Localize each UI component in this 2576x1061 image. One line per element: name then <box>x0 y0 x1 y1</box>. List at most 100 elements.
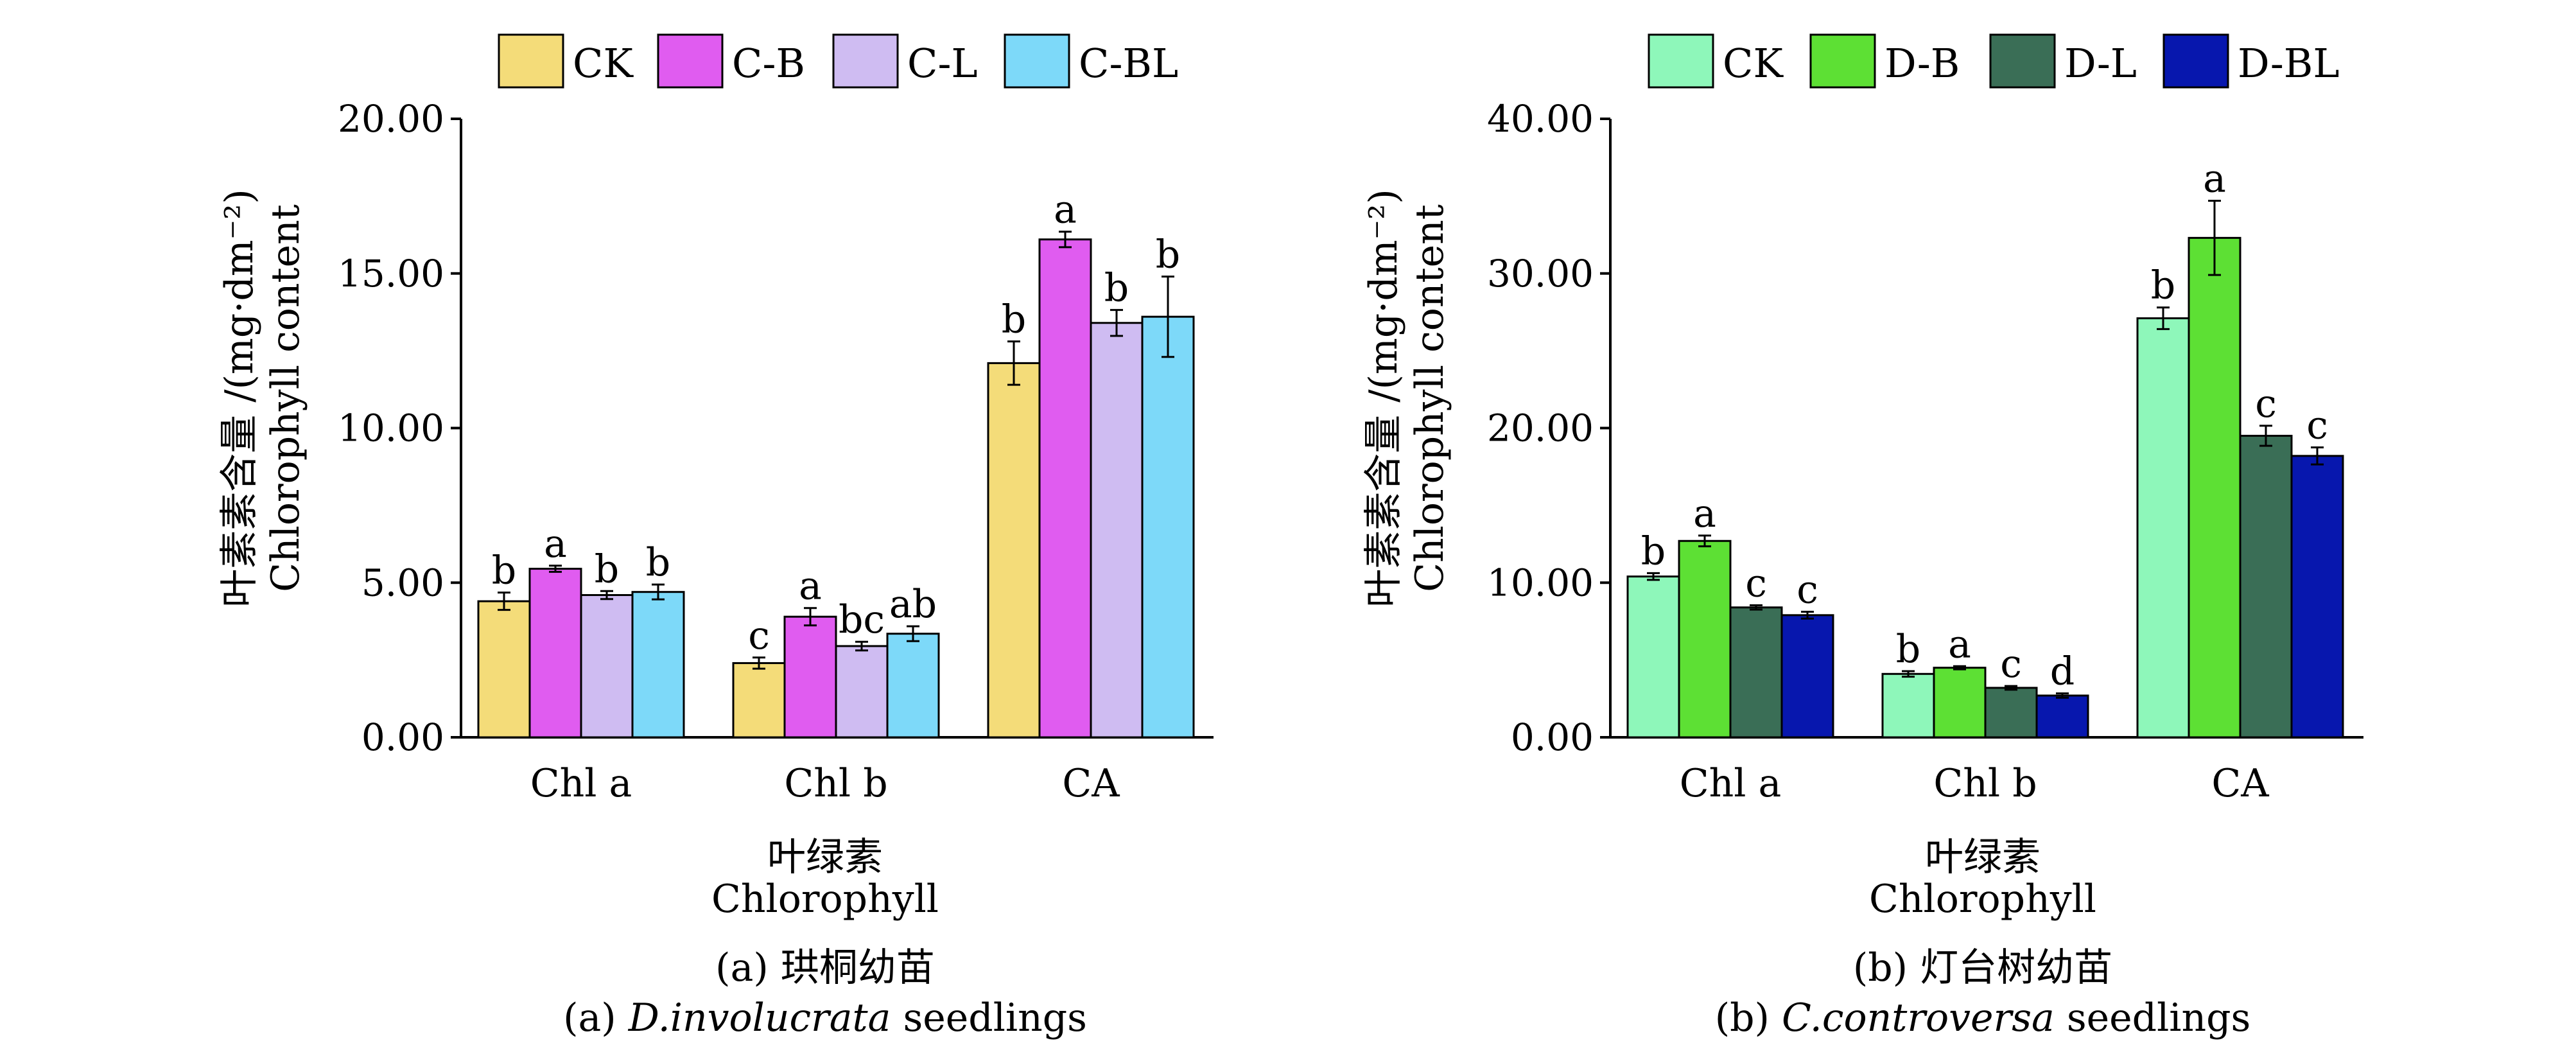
y-axis-title-b: 叶素素含量 /(mg·dm⁻²) Chlorophyll content <box>1361 189 1452 608</box>
significance-letter-b-1-2: c <box>2000 642 2022 687</box>
x-axis-label-cn-b: 叶绿素 <box>1925 835 2041 880</box>
caption-en-suffix-b: seedlings <box>2055 995 2251 1040</box>
x-axis-title-a: 叶绿素 Chlorophyll <box>711 835 939 922</box>
legend-swatch-b-1 <box>1809 33 1876 89</box>
significance-letter-a-0-1: a <box>544 522 567 566</box>
caption-en-b: (b) C.controversa seedlings <box>1715 995 2251 1040</box>
legend-label-a-0: CK <box>573 40 634 87</box>
y-tick-label-a-1: 5.00 <box>361 561 444 604</box>
bar-a-1-2 <box>835 645 889 739</box>
x-tick-label-b-0: Chl a <box>1680 761 1782 806</box>
significance-letter-a-1-1: a <box>799 564 822 609</box>
bar-a-0-0 <box>477 600 531 739</box>
bar-b-2-0 <box>2136 317 2190 739</box>
x-tick-label-a-0: Chl a <box>530 761 632 806</box>
y-tick-label-a-3: 15.00 <box>338 252 444 295</box>
legend-swatch-a-0 <box>498 33 564 89</box>
significance-letter-b-0-3: c <box>1797 568 1818 613</box>
x-tick-label-a-2: CA <box>1062 761 1120 806</box>
chart-panel-b: CK D-B D-L D-BL 叶素素含量 /(mg·dm⁻²) Chlorop… <box>1361 33 2363 1040</box>
bar-a-0-3 <box>631 591 685 739</box>
legend-swatch-a-1 <box>657 33 724 89</box>
significance-letter-a-2-3: b <box>1156 232 1180 277</box>
caption-en-prefix-b: (b) <box>1715 995 1782 1040</box>
x-tick-label-b-2: CA <box>2211 761 2269 806</box>
bar-b-1-0 <box>1881 672 1935 739</box>
x-axis-label-cn-a: 叶绿素 <box>767 835 883 880</box>
legend-swatch-b-2 <box>1989 33 2056 89</box>
caption-cn-b: (b) 灯台树幼苗 <box>1853 945 2112 990</box>
caption-a: (a) 珙桐幼苗 (a) D.involucrata seedlings <box>563 945 1087 1040</box>
x-axis-title-b: 叶绿素 Chlorophyll <box>1869 835 2096 922</box>
legend-b: CK D-B D-L D-BL <box>1648 33 2340 89</box>
bar-a-1-1 <box>783 615 837 739</box>
significance-letter-b-0-0: b <box>1641 529 1666 574</box>
x-axis-label-en-b: Chlorophyll <box>1869 877 2096 922</box>
x-tick-label-b-1: Chl b <box>1933 761 2037 806</box>
y-tick-label-b-1: 10.00 <box>1487 561 1594 604</box>
y-tick-label-b-3: 30.00 <box>1487 252 1594 295</box>
bar-b-1-2 <box>1984 687 2038 739</box>
bar-a-2-3 <box>1141 315 1195 739</box>
bar-b-1-3 <box>2035 694 2089 739</box>
legend-swatch-a-2 <box>832 33 899 89</box>
x-axis-label-en-a: Chlorophyll <box>711 877 939 922</box>
significance-letter-b-0-2: c <box>1745 561 1767 606</box>
significance-letter-b-2-2: c <box>2255 381 2277 426</box>
significance-letter-b-1-0: b <box>1896 627 1920 672</box>
bar-b-2-3 <box>2290 455 2344 739</box>
caption-en-prefix-a: (a) <box>563 995 629 1040</box>
y-axis-label-en-b: Chlorophyll content <box>1407 204 1452 592</box>
caption-en-a: (a) D.involucrata seedlings <box>563 995 1087 1040</box>
significance-letter-a-1-2: bc <box>839 597 885 642</box>
bar-b-0-0 <box>1626 575 1680 739</box>
bar-a-0-1 <box>528 568 582 739</box>
significance-letter-a-0-0: b <box>492 548 516 593</box>
y-axis-title-a: 叶素素含量 /(mg·dm⁻²) Chlorophyll content <box>217 189 308 608</box>
bar-a-1-0 <box>732 662 786 739</box>
bar-b-0-1 <box>1678 539 1732 739</box>
x-tick-label-a-1: Chl b <box>784 761 887 806</box>
y-tick-label-a-4: 20.00 <box>338 97 444 141</box>
y-tick-label-b-4: 40.00 <box>1487 97 1594 141</box>
significance-letter-b-2-1: a <box>2203 157 2226 202</box>
bar-b-0-3 <box>1780 614 1834 739</box>
significance-letter-a-0-2: b <box>595 547 619 592</box>
bar-a-2-0 <box>987 362 1041 739</box>
legend-swatch-a-3 <box>1004 33 1070 89</box>
legend-swatch-b-0 <box>1648 33 1714 89</box>
caption-en-species-a: D.involucrata <box>628 995 891 1040</box>
legend-label-b-0: CK <box>1723 40 1784 87</box>
legend-label-b-3: D-BL <box>2238 40 2340 87</box>
bar-a-1-3 <box>886 633 940 739</box>
bar-a-2-1 <box>1038 238 1092 739</box>
significance-letter-b-2-0: b <box>2151 263 2175 308</box>
y-tick-label-b-0: 0.00 <box>1511 715 1594 759</box>
significance-letter-a-1-0: c <box>748 613 770 658</box>
legend-label-b-1: D-B <box>1884 40 1960 87</box>
significance-letter-a-2-2: b <box>1104 266 1129 311</box>
significance-letter-a-1-3: ab <box>889 582 937 627</box>
legend-label-a-1: C-B <box>732 40 805 87</box>
chart-panel-a: CK C-B C-L C-BL 叶素素含量 /(mg·dm⁻²) Chlorop… <box>217 33 1214 1040</box>
bar-b-2-2 <box>2239 435 2293 739</box>
y-tick-label-a-0: 0.00 <box>361 715 444 759</box>
legend-a: CK C-B C-L C-BL <box>498 33 1178 89</box>
bar-b-0-2 <box>1729 606 1783 739</box>
y-axis-label-cn-b: 叶素素含量 /(mg·dm⁻²) <box>1361 189 1406 608</box>
caption-cn-a: (a) 珙桐幼苗 <box>715 945 935 990</box>
legend-swatch-b-3 <box>2163 33 2229 89</box>
y-axis-label-cn-a: 叶素素含量 /(mg·dm⁻²) <box>217 189 262 608</box>
bar-b-2-1 <box>2188 236 2241 739</box>
bar-a-2-2 <box>1090 322 1144 739</box>
significance-letter-a-2-1: a <box>1054 188 1077 232</box>
legend-label-b-2: D-L <box>2064 40 2137 87</box>
significance-letter-b-0-1: a <box>1693 491 1716 536</box>
y-tick-label-a-2: 10.00 <box>338 407 444 450</box>
y-tick-label-b-2: 20.00 <box>1487 407 1594 450</box>
bar-a-0-2 <box>580 594 634 739</box>
significance-letter-b-1-3: d <box>2050 649 2075 694</box>
